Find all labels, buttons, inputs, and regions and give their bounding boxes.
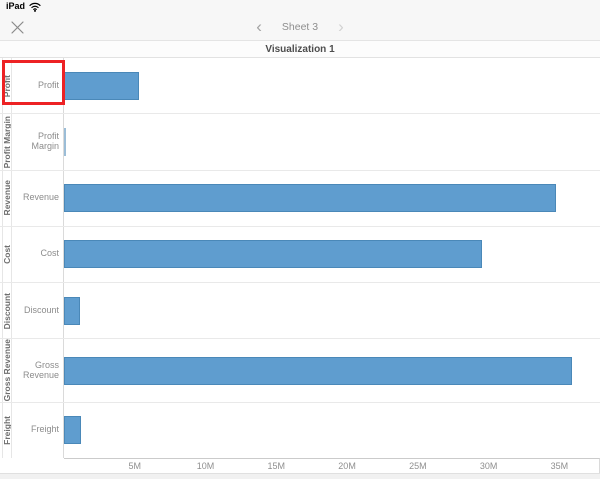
bar[interactable] [64, 127, 66, 156]
bar[interactable] [64, 356, 572, 385]
category-axis-cell: Revenue [2, 170, 12, 226]
category-label: Gross Revenue [22, 359, 59, 380]
category-axis-label-vertical: Discount [2, 292, 12, 329]
bar[interactable] [64, 184, 557, 213]
chart-row: Profit Margin Profit Margin [0, 114, 600, 171]
x-axis-tick-label: 20M [338, 461, 356, 471]
x-axis: 5M 10M 15M 20M 25M 30M 35M [64, 458, 600, 473]
chart-row: Revenue Revenue [0, 170, 600, 227]
x-axis-tick-label: 10M [196, 461, 215, 471]
category-label: Profit [37, 79, 59, 90]
wifi-icon [29, 2, 41, 12]
category-axis-cell: Gross Revenue [2, 339, 12, 402]
plot-cell [63, 226, 600, 283]
chart-row: Discount Discount [0, 283, 600, 340]
category-axis-label-vertical: Revenue [2, 180, 12, 216]
chart-row: Cost Cost [0, 226, 600, 284]
category-label: Discount [23, 304, 59, 315]
category-axis-label-vertical: Profit Margin [2, 115, 12, 169]
bar[interactable] [64, 71, 140, 100]
plot-cell [63, 339, 600, 402]
category-axis-cell: Profit Margin [2, 114, 12, 170]
chart-row: Profit Profit [0, 58, 600, 115]
plot-cell [63, 58, 600, 114]
chart-row: Gross Revenue Gross Revenue [0, 339, 600, 403]
plot-cell [63, 402, 600, 458]
category-axis-cell: Cost [2, 226, 12, 283]
category-axis-label-vertical: Freight [2, 415, 12, 445]
bar[interactable] [64, 296, 80, 325]
chart-title-band: Visualization 1 [0, 41, 600, 58]
bar-chart: Profit Profit Profit Margin Profit Margi… [0, 58, 600, 458]
x-axis-tick-label: 30M [479, 461, 498, 471]
close-icon[interactable] [9, 19, 25, 35]
category-axis-cell: Profit [2, 58, 12, 114]
x-axis-tick-label: 5M [128, 461, 142, 471]
category-axis-label-vertical: Profit [2, 74, 12, 97]
category-axis-cell: Freight [2, 402, 12, 458]
plot-cell [63, 170, 600, 226]
sheet-title: Sheet 3 [281, 20, 319, 33]
category-label: Freight [30, 424, 59, 435]
category-axis-cell: Discount [2, 283, 12, 339]
category-label: Cost [40, 248, 59, 259]
chart-title: Visualization 1 [265, 43, 335, 55]
chevron-left-icon[interactable]: ‹ [256, 17, 262, 36]
bar[interactable] [64, 240, 483, 269]
chart-row: Freight Freight [0, 402, 600, 458]
x-axis-tick-label: 35M [550, 461, 569, 471]
category-label: Profit Margin [31, 131, 59, 151]
chevron-right-icon[interactable]: › [338, 17, 344, 36]
category-axis-label-vertical: Gross Revenue [2, 339, 12, 402]
x-axis-tick-label: 15M [267, 461, 286, 471]
sheet-pager: ‹ Sheet 3 › [0, 13, 600, 40]
category-label: Revenue [22, 192, 59, 203]
category-axis-label-vertical: Cost [2, 244, 12, 264]
x-axis-tick-label: 25M [409, 461, 427, 471]
status-bar: iPad [0, 0, 600, 13]
plot-cell [63, 114, 600, 170]
x-axis-area: 5M 10M 15M 20M 25M 30M 35M [0, 458, 600, 473]
bar[interactable] [64, 416, 82, 445]
bottom-strip [0, 473, 600, 479]
device-label: iPad [6, 1, 26, 11]
plot-cell [63, 283, 600, 339]
nav-bar: ‹ Sheet 3 › [0, 13, 600, 41]
